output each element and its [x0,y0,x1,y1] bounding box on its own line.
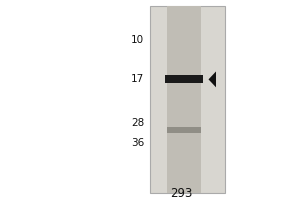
Text: 293: 293 [170,187,193,200]
Text: 10: 10 [131,35,144,45]
Text: 28: 28 [131,118,144,128]
Text: 36: 36 [131,138,144,148]
Text: 17: 17 [131,74,144,84]
Polygon shape [208,71,216,87]
Bar [150,6,225,193]
Bar [165,75,202,83]
Bar [167,6,201,193]
Bar [167,127,201,133]
